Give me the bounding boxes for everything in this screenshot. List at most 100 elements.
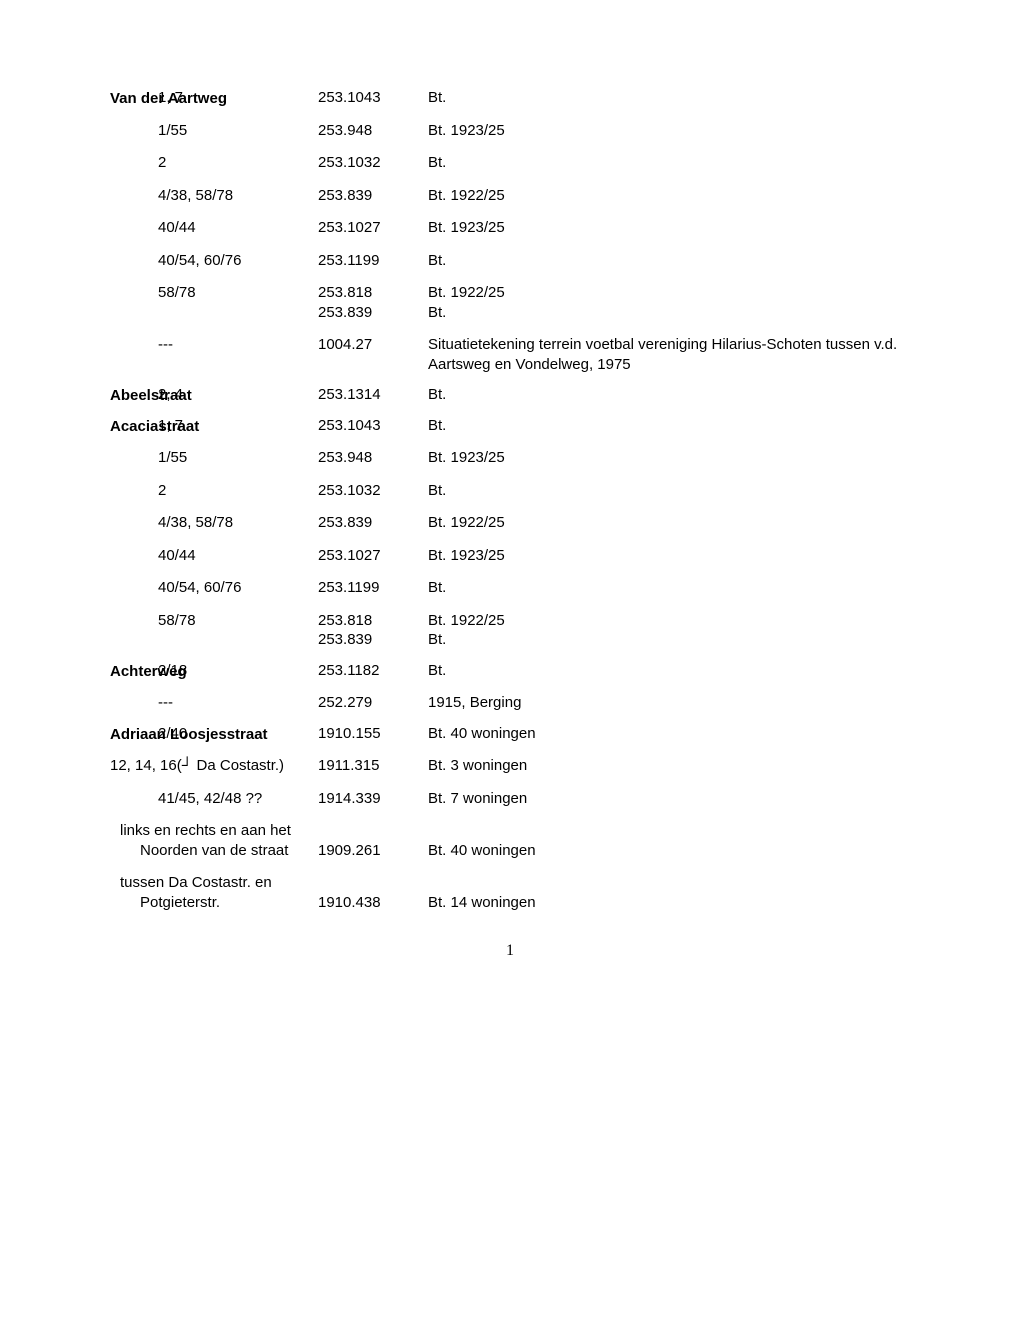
code-cell: 253.1043 bbox=[318, 88, 428, 108]
code-cell: 253.1043 bbox=[318, 416, 428, 436]
entry-row: 2253.1032Bt. bbox=[110, 481, 910, 501]
address-cell: 1, 7 bbox=[110, 416, 318, 436]
entry-row: 4/38, 58/78253.839Bt. 1922/25 bbox=[110, 186, 910, 206]
description-cell: Bt. bbox=[428, 88, 910, 108]
entry-row: 1/55253.948Bt. 1923/25 bbox=[110, 448, 910, 468]
description-cell: Bt. 1923/25 bbox=[428, 546, 910, 566]
description-cell: Bt. 3 woningen bbox=[428, 756, 910, 776]
code-cell: 1914.339 bbox=[318, 789, 428, 809]
address-cell: 2 bbox=[110, 153, 318, 173]
address-cell: 2/40 bbox=[110, 724, 318, 744]
code-cell: 253.839 bbox=[318, 186, 428, 206]
entry-row: 2/18253.1182Bt. bbox=[110, 661, 910, 681]
address-cell: 58/78 bbox=[110, 283, 318, 303]
entry-row: 253.839Bt. bbox=[110, 630, 910, 650]
code-cell: 253.1314 bbox=[318, 385, 428, 405]
code-cell: 253.948 bbox=[318, 121, 428, 141]
description-cell: Bt. bbox=[428, 661, 910, 681]
description-cell: Bt. 1922/25 bbox=[428, 513, 910, 533]
entry-row: 40/54, 60/76253.1199Bt. bbox=[110, 578, 910, 598]
description-cell: 1915, Berging bbox=[428, 693, 910, 713]
address-cell: 2, 4 bbox=[110, 385, 318, 405]
code-cell: 253.1032 bbox=[318, 481, 428, 501]
description-cell: Bt. bbox=[428, 416, 910, 436]
street-section: Adriaan Loosjesstraat2/401910.155Bt. 40 … bbox=[110, 726, 910, 913]
entry-row: links en rechts en aan het bbox=[110, 821, 910, 841]
code-cell: 253.839 bbox=[318, 630, 428, 650]
description-cell: Bt. bbox=[428, 153, 910, 173]
address-cell: 2 bbox=[110, 481, 318, 501]
entry-row: ---252.2791915, Berging bbox=[110, 693, 910, 713]
entry-row: 4/38, 58/78253.839Bt. 1922/25 bbox=[110, 513, 910, 533]
entry-row: Noorden van de straat1909.261Bt. 40 woni… bbox=[110, 841, 910, 861]
address-cell bbox=[110, 303, 318, 323]
address-cell bbox=[110, 630, 318, 650]
description-cell: Bt. 1922/25 bbox=[428, 186, 910, 206]
code-cell: 1004.27 bbox=[318, 335, 428, 374]
description-cell: Bt. bbox=[428, 578, 910, 598]
code-cell: 252.279 bbox=[318, 693, 428, 713]
entry-row: ---1004.27Situatietekening terrein voetb… bbox=[110, 335, 910, 374]
address-cell: 1/55 bbox=[110, 121, 318, 141]
code-cell: 253.1032 bbox=[318, 153, 428, 173]
entry-row: 2253.1032Bt. bbox=[110, 153, 910, 173]
description-cell: Bt. bbox=[428, 385, 910, 405]
code-cell: 253.1027 bbox=[318, 546, 428, 566]
code-cell: 1910.438 bbox=[318, 893, 428, 913]
address-cell: 4/38, 58/78 bbox=[110, 186, 318, 206]
entry-row: 58/78253.818Bt. 1922/25 bbox=[110, 611, 910, 631]
description-cell: Bt. 14 woningen bbox=[428, 893, 910, 913]
street-section: Acaciastraat1, 7253.1043Bt.1/55253.948Bt… bbox=[110, 418, 910, 650]
entry-row: tussen Da Costastr. en bbox=[110, 873, 910, 893]
description-cell: Bt. 1923/25 bbox=[428, 121, 910, 141]
entry-row: 1, 7253.1043Bt. bbox=[110, 88, 910, 108]
code-cell: 253.839 bbox=[318, 513, 428, 533]
address-cell: 40/44 bbox=[110, 546, 318, 566]
description-cell: Bt. bbox=[428, 303, 910, 323]
entry-row: 40/54, 60/76253.1199Bt. bbox=[110, 251, 910, 271]
description-cell: Bt. bbox=[428, 630, 910, 650]
address-cell: 40/54, 60/76 bbox=[110, 251, 318, 271]
code-cell: 1911.315 bbox=[318, 756, 428, 776]
street-section: Abeelstraat2, 4253.1314Bt. bbox=[110, 387, 910, 405]
description-cell: Bt. bbox=[428, 481, 910, 501]
code-cell: 1910.155 bbox=[318, 724, 428, 744]
entry-row: 41/45, 42/48 ??1914.339Bt. 7 woningen bbox=[110, 789, 910, 809]
address-cell: 1/55 bbox=[110, 448, 318, 468]
code-cell: 253.1182 bbox=[318, 661, 428, 681]
code-cell: 253.1199 bbox=[318, 251, 428, 271]
address-cell: tussen Da Costastr. en bbox=[110, 873, 318, 893]
street-section: Van der Aartweg1, 7253.1043Bt.1/55253.94… bbox=[110, 90, 910, 374]
entry-row: Potgieterstr.1910.438Bt. 14 woningen bbox=[110, 893, 910, 913]
description-cell: Bt. 1922/25 bbox=[428, 283, 910, 303]
document-content: Van der Aartweg1, 7253.1043Bt.1/55253.94… bbox=[110, 90, 910, 912]
address-cell: 58/78 bbox=[110, 611, 318, 631]
description-cell: Bt. bbox=[428, 251, 910, 271]
entry-row: 58/78253.818Bt. 1922/25 bbox=[110, 283, 910, 303]
address-cell: 4/38, 58/78 bbox=[110, 513, 318, 533]
code-cell: 1909.261 bbox=[318, 841, 428, 861]
code-cell: 253.1027 bbox=[318, 218, 428, 238]
code-cell: 253.818 bbox=[318, 283, 428, 303]
entry-row: 12, 14, 16(┘ Da Costastr.)1911.315Bt. 3 … bbox=[110, 756, 910, 776]
entry-row: 1, 7253.1043Bt. bbox=[110, 416, 910, 436]
entry-row: 40/44253.1027Bt. 1923/25 bbox=[110, 218, 910, 238]
entry-row: 1/55253.948Bt. 1923/25 bbox=[110, 121, 910, 141]
entry-row: 2/401910.155Bt. 40 woningen bbox=[110, 724, 910, 744]
description-cell: Bt. 7 woningen bbox=[428, 789, 910, 809]
address-cell: Potgieterstr. bbox=[110, 893, 318, 913]
address-cell: 40/44 bbox=[110, 218, 318, 238]
street-section: Achterweg2/18253.1182Bt.---252.2791915, … bbox=[110, 663, 910, 713]
entry-row: 2, 4253.1314Bt. bbox=[110, 385, 910, 405]
description-cell: Bt. 40 woningen bbox=[428, 841, 910, 861]
address-cell: 40/54, 60/76 bbox=[110, 578, 318, 598]
entry-row: 253.839Bt. bbox=[110, 303, 910, 323]
address-cell: Noorden van de straat bbox=[110, 841, 318, 861]
code-cell: 253.818 bbox=[318, 611, 428, 631]
address-cell: --- bbox=[110, 335, 318, 374]
page-number: 1 bbox=[110, 942, 910, 960]
address-cell: 2/18 bbox=[110, 661, 318, 681]
description-cell: Situatietekening terrein voetbal verenig… bbox=[428, 335, 910, 374]
description-cell: Bt. 40 woningen bbox=[428, 724, 910, 744]
entry-row: 40/44253.1027Bt. 1923/25 bbox=[110, 546, 910, 566]
